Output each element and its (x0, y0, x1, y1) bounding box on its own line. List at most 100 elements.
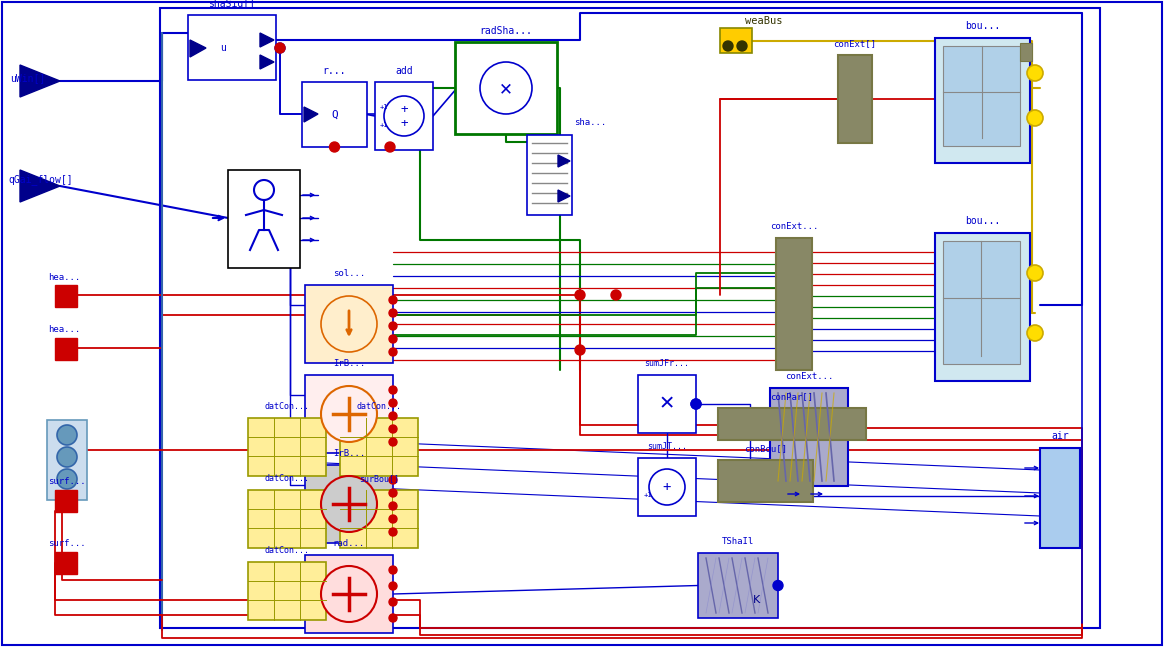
Text: conExt...: conExt... (769, 222, 818, 231)
Circle shape (389, 309, 397, 317)
Circle shape (389, 438, 397, 446)
Bar (189, 15, 276, 80)
Circle shape (389, 515, 397, 523)
Bar (305, 285, 393, 363)
Text: rad...: rad... (333, 539, 365, 548)
Text: datCon...: datCon... (356, 402, 402, 411)
Bar (721, 28, 752, 53)
Text: surf...: surf... (48, 476, 86, 485)
Polygon shape (558, 190, 570, 202)
Text: K: K (752, 595, 760, 605)
Text: radSha...: radSha... (480, 26, 532, 36)
Bar (838, 55, 872, 143)
Circle shape (1027, 110, 1043, 126)
Circle shape (329, 142, 340, 152)
Circle shape (57, 447, 77, 467)
Circle shape (389, 489, 397, 497)
Text: IrB...: IrB... (333, 359, 365, 368)
Text: +: + (400, 116, 407, 129)
Bar (1039, 448, 1080, 548)
Text: r...: r... (322, 66, 346, 76)
Text: +: + (400, 102, 407, 116)
Bar (638, 458, 696, 516)
Bar (305, 465, 393, 543)
Circle shape (389, 598, 397, 606)
Text: conExt[]: conExt[] (833, 39, 876, 48)
Bar (776, 238, 812, 370)
Polygon shape (304, 107, 318, 122)
Bar (718, 460, 812, 502)
Text: conPar[]: conPar[] (771, 392, 814, 401)
Bar (248, 490, 326, 548)
Text: +: + (662, 480, 672, 494)
Circle shape (389, 582, 397, 590)
Circle shape (723, 41, 733, 51)
Text: weaBus: weaBus (745, 16, 782, 26)
Text: datCon...: datCon... (264, 402, 310, 411)
Bar (638, 375, 696, 433)
Circle shape (389, 322, 397, 330)
Bar (248, 562, 326, 620)
Bar (340, 418, 418, 476)
Circle shape (321, 476, 377, 532)
Bar (301, 82, 367, 147)
Bar (55, 490, 77, 512)
Polygon shape (20, 170, 61, 202)
Circle shape (389, 476, 397, 484)
Circle shape (389, 566, 397, 574)
Circle shape (57, 425, 77, 445)
Text: Q: Q (331, 109, 338, 120)
Bar (943, 46, 1020, 146)
Circle shape (1027, 265, 1043, 281)
Bar (248, 418, 326, 476)
Bar (935, 233, 1030, 381)
Bar (55, 338, 77, 360)
Circle shape (1027, 65, 1043, 81)
Text: hea...: hea... (48, 325, 80, 334)
Polygon shape (190, 40, 206, 57)
Bar (771, 388, 849, 486)
Circle shape (773, 580, 783, 591)
Circle shape (691, 399, 701, 409)
Circle shape (737, 41, 747, 51)
Text: shaSig[]: shaSig[] (208, 0, 256, 9)
Text: bou...: bou... (965, 21, 1000, 31)
Circle shape (611, 290, 622, 300)
Bar (159, 8, 1100, 628)
Text: IrB...: IrB... (333, 449, 365, 458)
Polygon shape (260, 33, 274, 47)
Bar (228, 170, 300, 268)
Text: datCon...: datCon... (264, 474, 310, 483)
Text: add: add (396, 66, 413, 76)
Text: +1: +1 (644, 492, 653, 498)
Text: sol...: sol... (333, 269, 365, 278)
Text: datCon...: datCon... (264, 546, 310, 555)
Circle shape (57, 469, 77, 489)
Text: bou...: bou... (965, 216, 1000, 226)
Text: surf...: surf... (48, 538, 86, 547)
Circle shape (650, 469, 684, 505)
Bar (305, 375, 393, 453)
Circle shape (385, 142, 395, 152)
Text: +1: +1 (379, 122, 389, 128)
Text: +1: +1 (379, 104, 389, 110)
Bar (718, 408, 866, 440)
Text: conBou[]: conBou[] (744, 444, 787, 453)
Circle shape (389, 348, 397, 356)
Bar (305, 555, 393, 633)
Circle shape (389, 502, 397, 510)
Circle shape (480, 62, 532, 114)
Bar (527, 135, 572, 215)
Circle shape (389, 296, 397, 304)
Text: air: air (1051, 431, 1069, 441)
Text: qGai_flow[]: qGai_flow[] (8, 175, 72, 186)
Text: TShaIl: TShaIl (722, 537, 754, 546)
Text: sumJT...: sumJT... (647, 442, 687, 451)
Polygon shape (20, 65, 61, 97)
Circle shape (275, 43, 285, 53)
Text: surBou[]: surBou[] (359, 474, 399, 483)
Text: sha...: sha... (574, 118, 606, 127)
Circle shape (321, 566, 377, 622)
Polygon shape (260, 55, 274, 69)
Bar (455, 42, 558, 134)
